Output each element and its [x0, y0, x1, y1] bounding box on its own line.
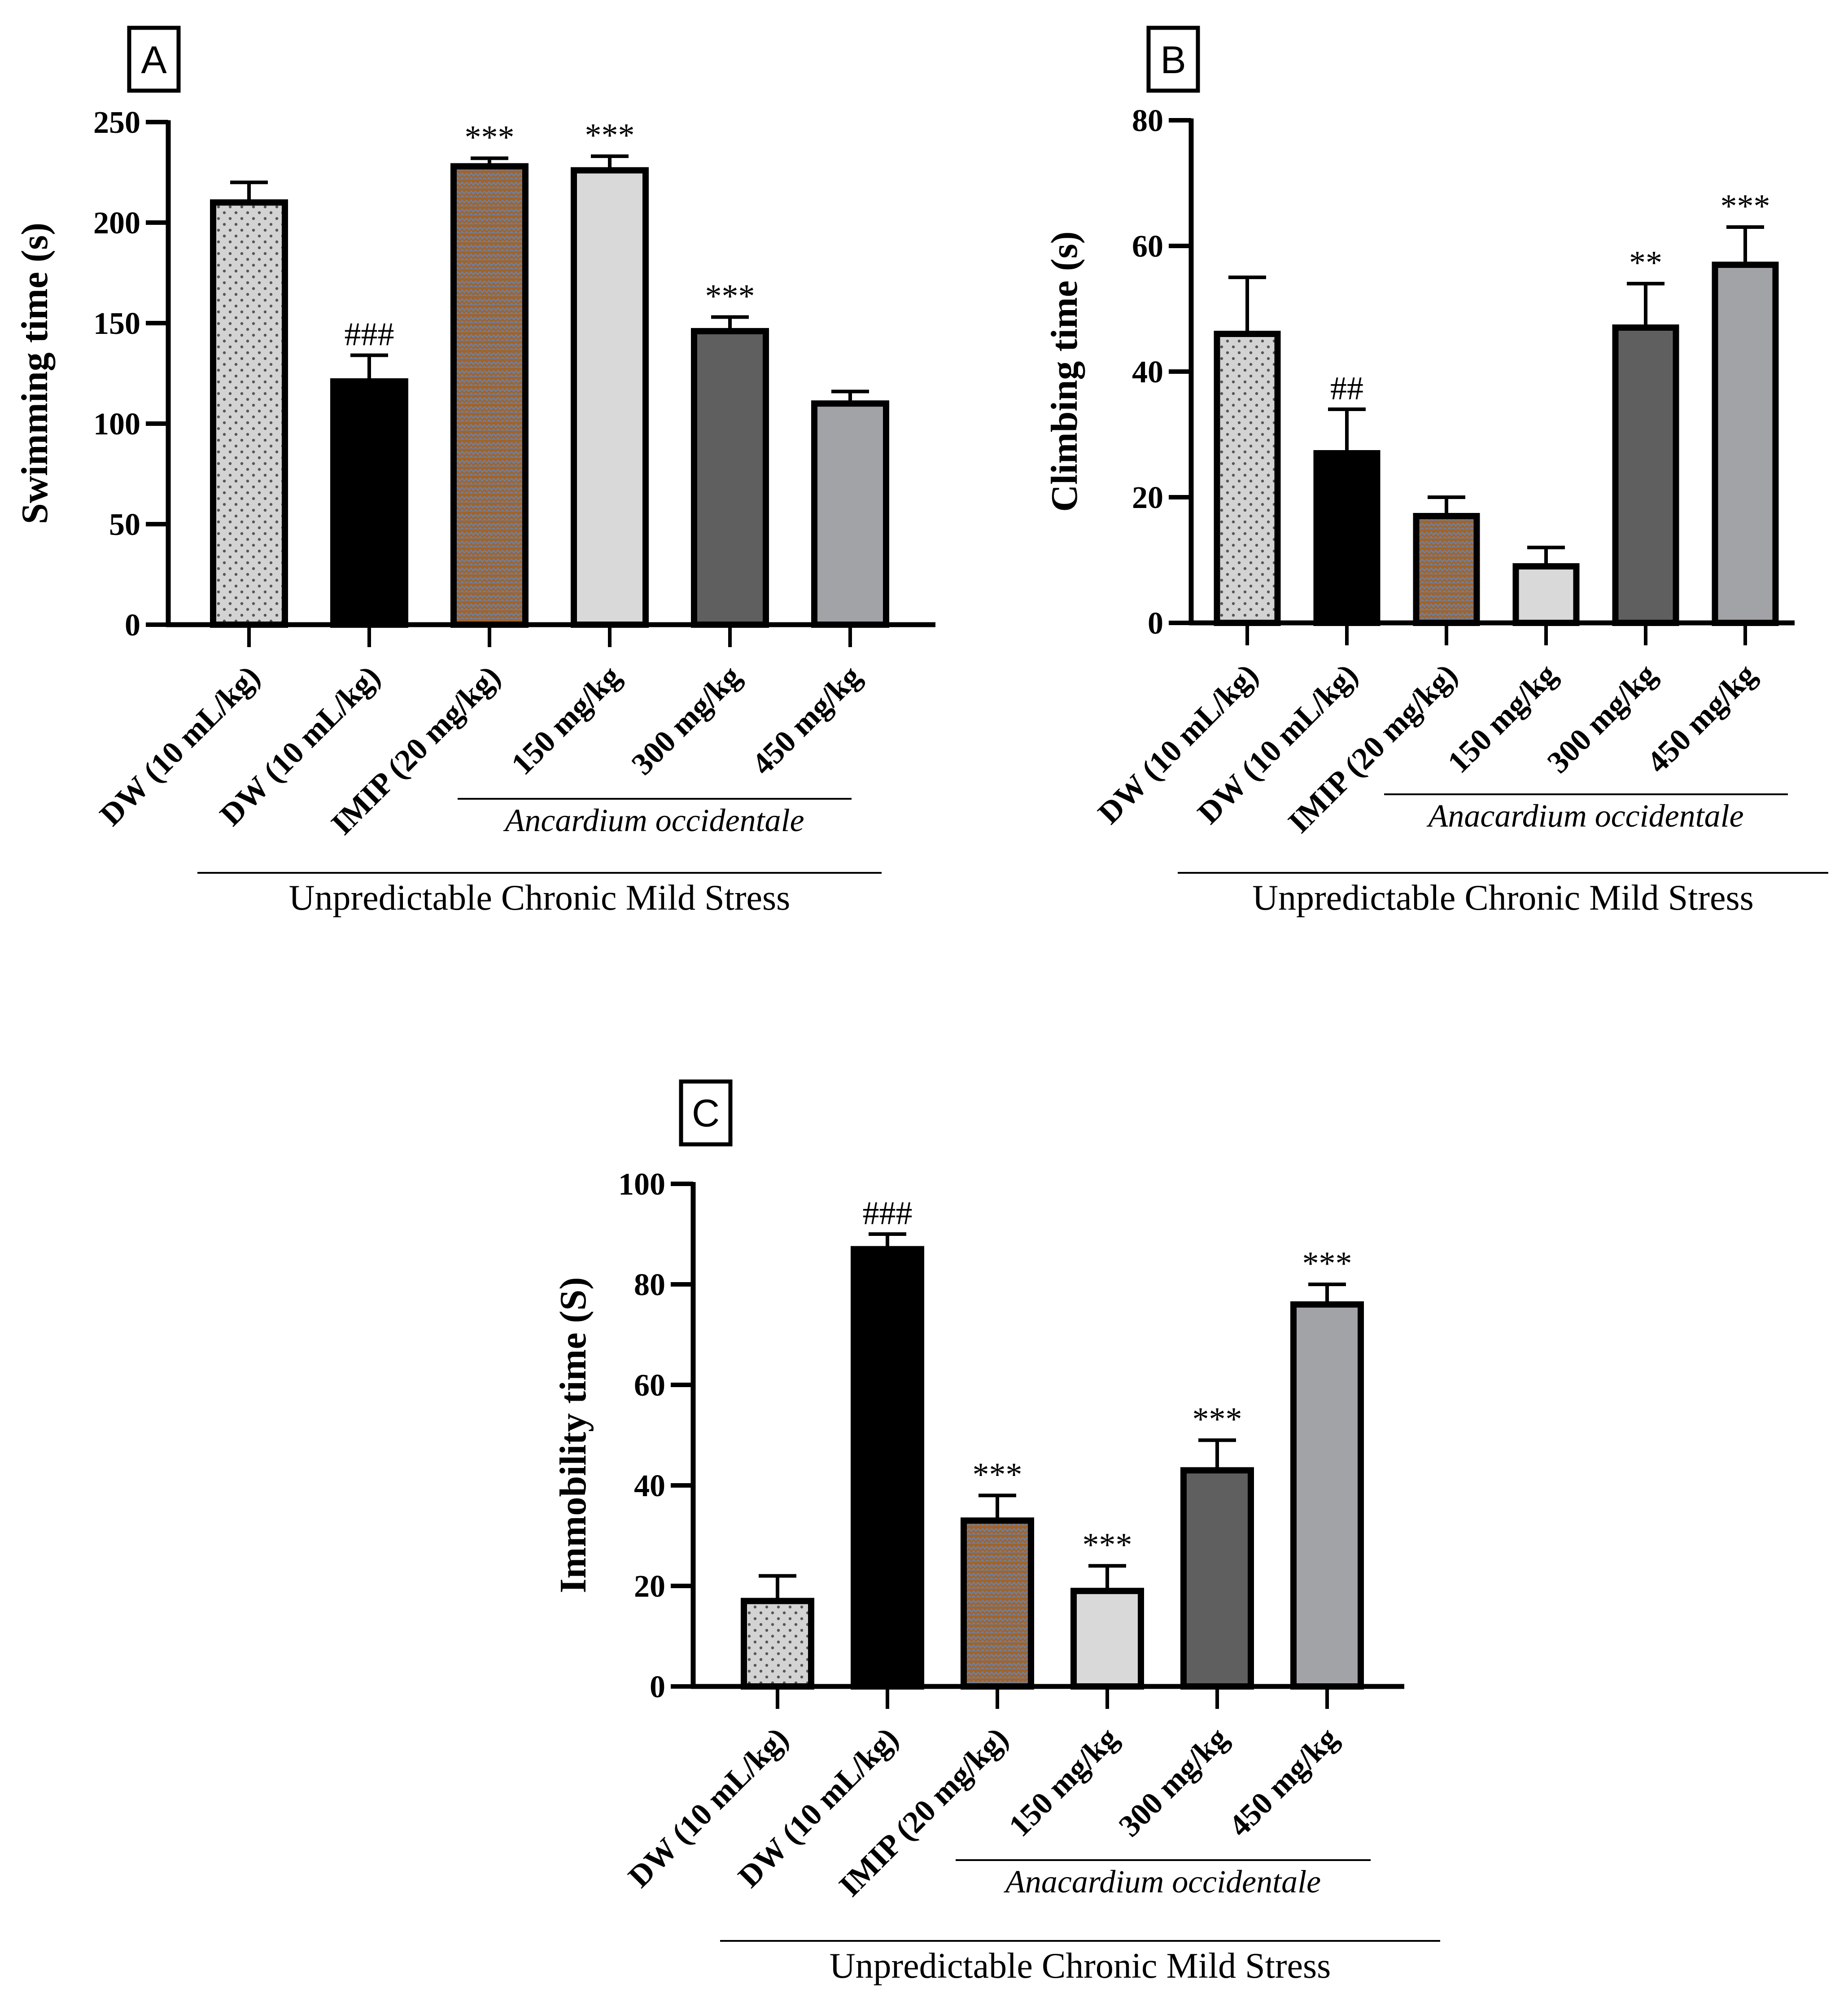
significance-label: ***	[1193, 1401, 1242, 1438]
bar	[1313, 450, 1381, 626]
significance-label: ***	[1083, 1527, 1132, 1563]
significance-label: ###	[345, 316, 394, 353]
bar	[571, 167, 649, 628]
y-tick-label: 60	[634, 1368, 665, 1403]
significance-label: ***	[585, 117, 635, 154]
y-tick-label: 150	[93, 307, 140, 341]
subgroup-label: Ancardium occidentale	[503, 802, 804, 838]
y-tick-label: 80	[634, 1268, 665, 1302]
y-tick-label: 0	[125, 608, 140, 643]
y-axis-label: Climbing time (s)	[1044, 231, 1085, 512]
significance-label: ###	[863, 1195, 913, 1232]
y-axis-label: Immobility time (S)	[552, 1277, 594, 1594]
bar	[1290, 1301, 1364, 1690]
bar	[1413, 513, 1480, 626]
x-tick-label: 150 mg/kg	[505, 659, 627, 782]
y-tick-label: 0	[1148, 606, 1163, 641]
y-tick-label: 80	[1132, 104, 1163, 138]
x-tick-label: 450 mg/kg	[745, 659, 868, 782]
x-tick-label: 150 mg/kg	[1002, 1721, 1125, 1844]
panel-c: C DW (10 mL/kg)###DW (10 mL/kg)***IMIP (…	[552, 1079, 1440, 1986]
bar	[450, 163, 529, 628]
y-tick-label: 250	[93, 105, 140, 140]
y-tick-label: 20	[1132, 481, 1163, 515]
significance-label: ##	[1330, 370, 1363, 407]
significance-label: ***	[705, 278, 755, 315]
significance-label: ***	[973, 1456, 1022, 1493]
x-tick-label: 300 mg/kg	[1541, 657, 1663, 780]
group-label: Unpredictable Chronic Mild Stress	[830, 1946, 1331, 1986]
y-tick-label: 100	[93, 407, 140, 442]
y-tick-label: 20	[634, 1569, 665, 1604]
x-tick-label: 450 mg/kg	[1640, 657, 1763, 780]
bar	[961, 1517, 1034, 1690]
y-tick-label: 200	[93, 206, 140, 241]
y-tick-label: 0	[650, 1670, 665, 1704]
bar	[741, 1598, 814, 1690]
group-label: Unpredictable Chronic Mild Stress	[289, 878, 791, 918]
panel-letter: B	[1160, 39, 1186, 82]
bar	[330, 378, 408, 628]
y-tick-label: 50	[109, 508, 140, 542]
chart-plot-b: DW (10 mL/kg)##DW (10 mL/kg)IMIP (20 mg/…	[1044, 104, 1828, 918]
significance-label: **	[1629, 245, 1662, 281]
significance-label: ***	[1721, 188, 1770, 225]
panel-letter-box	[1146, 26, 1200, 93]
chart-plot-a: DW (10 mL/kg)###DW (10 mL/kg)***IMIP (20…	[14, 105, 935, 918]
x-tick-label: 300 mg/kg	[1112, 1721, 1235, 1844]
bar	[1512, 563, 1580, 626]
y-tick-label: 40	[634, 1469, 665, 1503]
panel-letter: A	[141, 39, 167, 82]
bar	[1612, 324, 1679, 626]
bar	[691, 328, 769, 628]
y-tick-label: 60	[1132, 229, 1163, 264]
significance-label: ***	[1302, 1245, 1352, 1282]
y-tick-label: 100	[618, 1167, 665, 1202]
x-tick-label: 300 mg/kg	[625, 659, 747, 782]
group-label: Unpredictable Chronic Mild Stress	[1252, 878, 1754, 918]
panel-letter-box	[127, 26, 181, 93]
significance-label: ***	[465, 119, 515, 156]
bar	[1712, 262, 1779, 626]
bar	[851, 1246, 924, 1690]
chart-plot-c: DW (10 mL/kg)###DW (10 mL/kg)***IMIP (20…	[552, 1167, 1440, 1986]
y-tick-label: 40	[1132, 355, 1163, 390]
x-tick-label: 150 mg/kg	[1441, 657, 1564, 780]
subgroup-label: Anacardium occidentale	[1426, 798, 1743, 834]
panel-letter: C	[692, 1092, 720, 1135]
panel-b: B DW (10 mL/kg)##DW (10 mL/kg)IMIP (20 m…	[1044, 26, 1828, 918]
subgroup-label: Anacardium occidentale	[1004, 1864, 1321, 1900]
panel-letter-box	[679, 1079, 733, 1147]
y-axis-label: Swimming time (s)	[14, 223, 56, 524]
x-tick-label: 450 mg/kg	[1222, 1721, 1345, 1844]
bar	[811, 400, 889, 628]
panel-a: A DW (10 mL/kg)###DW (10 mL/kg)***IMIP (…	[14, 26, 935, 918]
bar	[1214, 331, 1281, 626]
bar	[1180, 1467, 1254, 1690]
bar	[210, 199, 288, 628]
bar	[1070, 1588, 1144, 1690]
